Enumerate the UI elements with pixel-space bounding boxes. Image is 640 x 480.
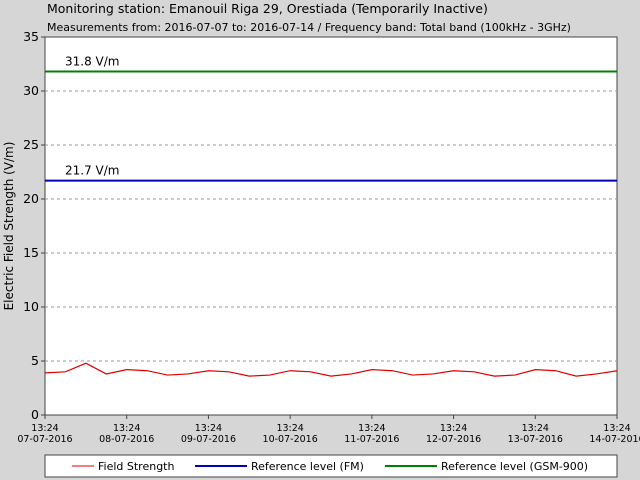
- x-tick-date: 10-07-2016: [263, 434, 318, 445]
- x-tick-date: 11-07-2016: [344, 434, 399, 445]
- legend: [44, 454, 618, 478]
- y-tick-label: 25: [23, 137, 39, 152]
- y-tick-label: 15: [23, 245, 39, 260]
- y-tick-label: 0: [31, 407, 39, 422]
- x-tick-date: 12-07-2016: [426, 434, 481, 445]
- x-tick-date: 07-07-2016: [17, 434, 72, 445]
- data-line: [44, 362, 618, 377]
- reference-label: 31.8 V/m: [65, 55, 119, 69]
- x-tick-time: 13:24: [603, 423, 630, 434]
- plot-area: [44, 36, 618, 416]
- y-tick-label: 5: [31, 353, 39, 368]
- x-tick-time: 13:24: [113, 423, 140, 434]
- x-tick-time: 13:24: [522, 423, 549, 434]
- y-axis-label: Electric Field Strength (V/m): [2, 142, 16, 311]
- legend-label: Reference level (FM): [251, 460, 364, 473]
- legend-label: Field Strength: [98, 460, 174, 473]
- x-tick-time: 13:24: [31, 423, 58, 434]
- y-tick-label: 35: [23, 29, 39, 44]
- x-tick-date: 08-07-2016: [99, 434, 154, 445]
- x-tick-date: 09-07-2016: [181, 434, 236, 445]
- x-tick-time: 13:24: [358, 423, 385, 434]
- x-tick-time: 13:24: [195, 423, 222, 434]
- reference-label: 21.7 V/m: [65, 164, 119, 178]
- x-tick-time: 13:24: [276, 423, 303, 434]
- x-tick-time: 13:24: [440, 423, 467, 434]
- chart-subtitle: Measurements from: 2016-07-07 to: 2016-0…: [47, 21, 571, 34]
- legend-label: Reference level (GSM-900): [441, 460, 588, 473]
- y-tick-label: 30: [23, 83, 39, 98]
- y-tick-label: 20: [23, 191, 39, 206]
- x-tick-date: 13-07-2016: [508, 434, 563, 445]
- x-tick-date: 14-07-2016: [589, 434, 640, 445]
- y-tick-label: 10: [23, 299, 39, 314]
- chart-title: Monitoring station: Emanouil Riga 29, Or…: [47, 1, 488, 16]
